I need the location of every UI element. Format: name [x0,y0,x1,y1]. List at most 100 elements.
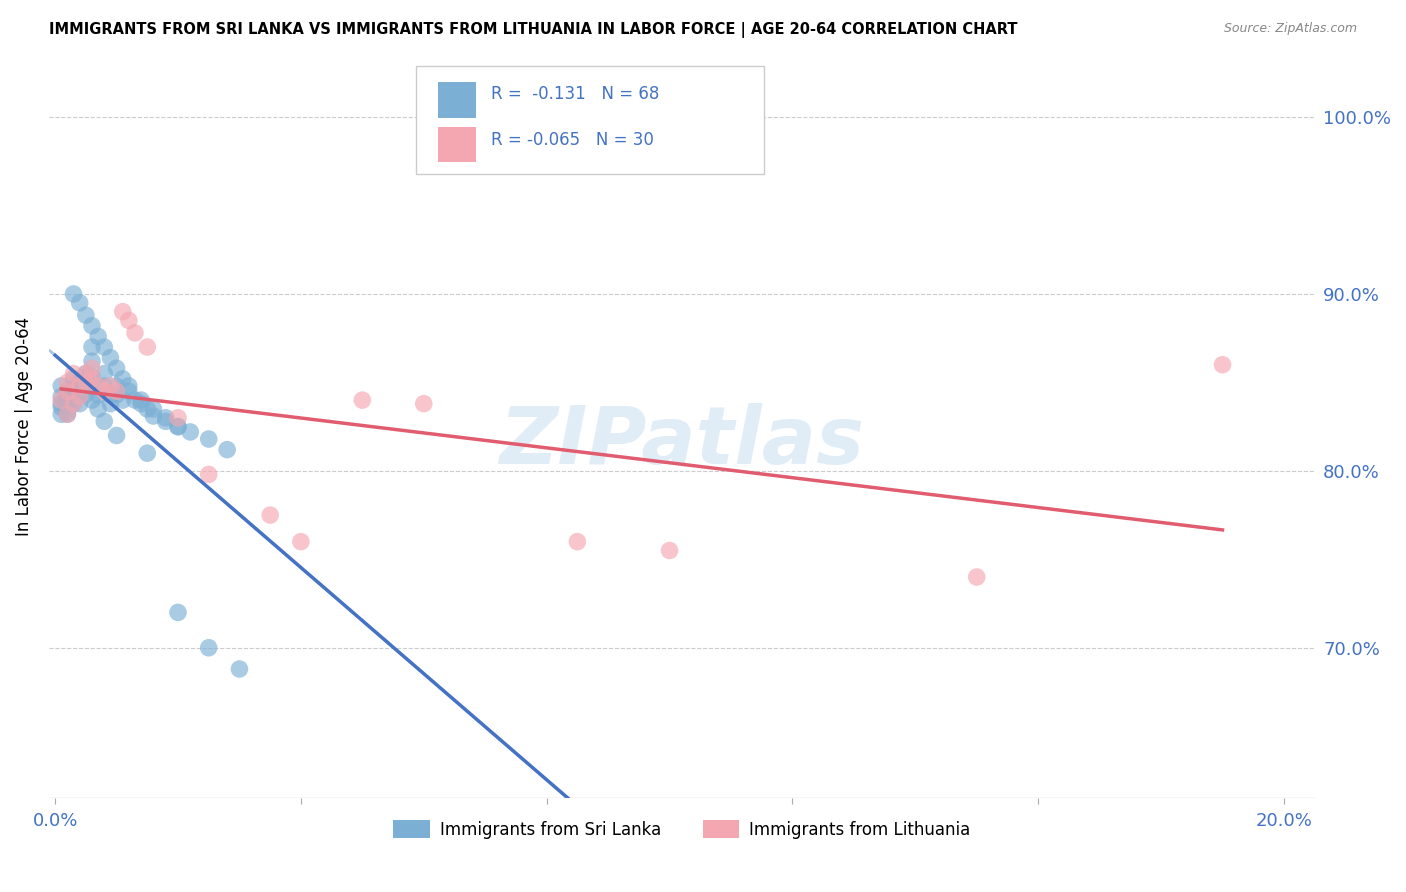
Point [69,390,91,404]
Point [56,384,79,399]
Point [142,401,165,416]
Point [142,409,165,423]
Point [69,376,91,390]
Text: IMMIGRANTS FROM SRI LANKA VS IMMIGRANTS FROM LITHUANIA IN LABOR FORCE | AGE 20-6: IMMIGRANTS FROM SRI LANKA VS IMMIGRANTS … [49,22,1018,38]
Point [56,407,79,421]
Point [412,397,434,411]
Point [167,419,190,434]
Point [136,340,159,354]
Point [75,376,97,390]
Point [167,419,190,434]
Point [105,384,128,399]
Point [51,400,73,414]
Point [105,388,128,402]
Point [62,372,84,386]
Point [93,414,115,428]
Point [93,340,115,354]
Point [69,379,91,393]
Point [69,384,91,399]
Point [197,432,219,446]
Point [80,393,103,408]
Point [51,397,73,411]
Point [56,397,79,411]
Point [197,467,219,482]
Point [87,388,110,402]
Point [105,428,128,442]
Point [51,407,73,421]
Point [1211,358,1233,372]
Point [80,340,103,354]
Point [111,393,134,408]
Point [75,370,97,384]
Text: Source: ZipAtlas.com: Source: ZipAtlas.com [1223,22,1357,36]
Point [124,393,146,408]
Point [69,397,91,411]
Point [62,388,84,402]
Point [105,379,128,393]
Point [129,393,152,408]
Point [56,388,79,402]
Point [179,425,201,439]
Point [100,351,122,365]
Point [62,379,84,393]
Point [93,384,115,399]
Point [56,376,79,390]
Point [217,442,239,457]
Point [118,379,141,393]
Point [966,570,988,584]
Point [80,361,103,376]
Text: R =  -0.131   N = 68: R = -0.131 N = 68 [491,85,659,103]
Point [100,388,122,402]
FancyBboxPatch shape [416,66,763,174]
Point [93,379,115,393]
Point [100,379,122,393]
Y-axis label: In Labor Force | Age 20-64: In Labor Force | Age 20-64 [15,317,32,536]
Point [56,397,79,411]
Point [167,606,190,620]
Point [567,534,589,549]
Point [87,379,110,393]
Point [136,401,159,416]
Point [75,308,97,322]
Point [56,405,79,419]
Point [51,390,73,404]
Point [290,534,312,549]
Point [111,372,134,386]
Point [87,379,110,393]
Point [167,410,190,425]
Point [87,329,110,343]
Text: R = -0.065   N = 30: R = -0.065 N = 30 [491,131,654,149]
Point [51,379,73,393]
Point [118,384,141,399]
Point [80,372,103,386]
Point [62,367,84,381]
Point [259,508,281,522]
Point [136,446,159,460]
Point [69,295,91,310]
Point [75,367,97,381]
Point [352,393,374,408]
Point [56,393,79,408]
Point [105,361,128,376]
Point [80,318,103,333]
Point [155,410,177,425]
Point [118,313,141,327]
Point [62,397,84,411]
Point [56,384,79,399]
Point [100,397,122,411]
Point [658,543,681,558]
Point [62,381,84,395]
Point [228,662,250,676]
Point [62,287,84,301]
Point [62,397,84,411]
Point [75,376,97,390]
Legend: Immigrants from Sri Lanka, Immigrants from Lithuania: Immigrants from Sri Lanka, Immigrants fr… [387,814,977,846]
Point [80,370,103,384]
Point [129,397,152,411]
Point [51,393,73,408]
Point [87,401,110,416]
Point [124,326,146,340]
Text: ZIPatlas: ZIPatlas [499,402,865,481]
Point [111,304,134,318]
Point [75,367,97,381]
